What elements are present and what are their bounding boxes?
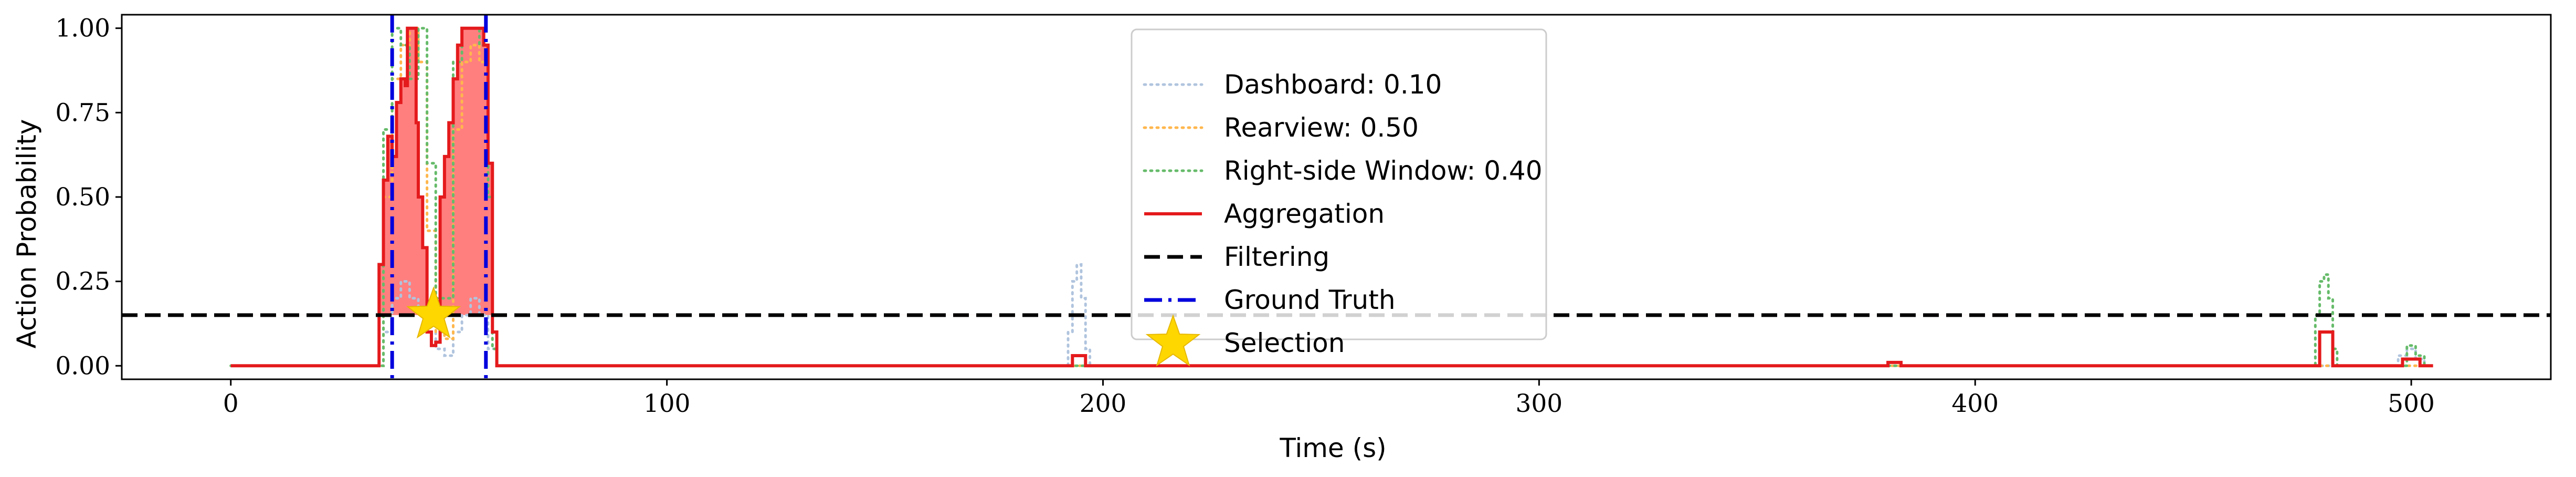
- y-tick-label-0: 0.00: [55, 351, 110, 380]
- legend-label-0: Dashboard: 0.10: [1224, 69, 1442, 100]
- legend-label-6: Selection: [1224, 328, 1345, 358]
- legend-label-4: Filtering: [1224, 242, 1329, 272]
- x-tick-label-3: 300: [1515, 389, 1563, 418]
- y-tick-label-4: 1.00: [55, 14, 110, 43]
- legend-label-2: Right-side Window: 0.40: [1224, 155, 1543, 186]
- x-tick-label-2: 200: [1080, 389, 1127, 418]
- legend-label-1: Rearview: 0.50: [1224, 112, 1419, 143]
- selection-star: [406, 286, 461, 339]
- aggregation-line: [230, 26, 2433, 368]
- x-tick-label-4: 400: [1951, 389, 1999, 418]
- legend: Dashboard: 0.10 Rearview: 0.50 Right-side …: [1131, 28, 1547, 367]
- x-tick-label-1: 100: [643, 389, 691, 418]
- x-axis-label: Time (s): [1279, 433, 1386, 463]
- legend-box: [1131, 28, 1547, 340]
- legend-label-3: Aggregation: [1224, 199, 1385, 229]
- y-axis-label: Action Probability: [12, 119, 42, 349]
- legend-handle-6: [1145, 314, 1201, 367]
- legend-label-5: Ground Truth: [1224, 285, 1396, 315]
- aggregation-fill: [230, 28, 2433, 315]
- y-tick-label-3: 0.75: [55, 98, 110, 127]
- x-tick-label-0: 0: [223, 389, 239, 418]
- y-tick-label-1: 0.25: [55, 267, 110, 296]
- axes: 0 100 200 300 400 500 0.00 0.25 0.50 0.75 1.00: [55, 14, 2552, 418]
- x-tick-label-5: 500: [2388, 389, 2435, 418]
- y-tick-label-2: 0.50: [55, 183, 110, 212]
